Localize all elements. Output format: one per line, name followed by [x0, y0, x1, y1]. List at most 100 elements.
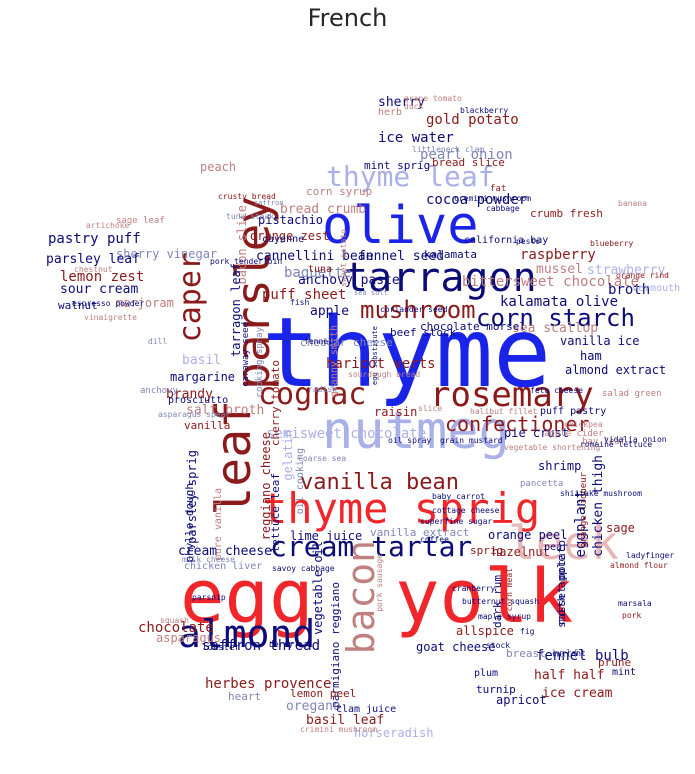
word-cheddar-cheese: cheddar cheese — [300, 336, 393, 349]
word-apple: apple — [310, 304, 350, 319]
word-pie-crust: pie crust — [504, 426, 570, 440]
word-stock: stock — [486, 641, 511, 650]
word-asparagus-spear: asparagus spear — [158, 410, 231, 419]
word-ice-water: ice water — [378, 130, 454, 146]
word-bittersweet-chocolate: bittersweet chocolate — [462, 274, 640, 290]
word-chestnut: chestnut — [74, 265, 113, 274]
word-heart: heart — [228, 690, 262, 703]
word-ham: ham — [580, 349, 602, 363]
word-cream-cheese: cream cheese — [178, 544, 272, 559]
word-pork-sausage: pork sausage — [375, 554, 384, 612]
word-nutmeg: nutmeg — [322, 401, 510, 461]
word-margarine: margarine — [170, 370, 236, 384]
word-saffron-thread: saffron thread — [202, 638, 321, 654]
word-half-half: half half — [534, 668, 605, 683]
word-orange-peel: orange peel — [488, 528, 568, 542]
word-butternut-squash: butternut squash — [462, 597, 540, 606]
word-littleneck-clam: littleneck clam — [412, 145, 485, 154]
word-sweet-potato: sweet potato — [339, 229, 348, 287]
word-thyme-leaf: thyme leaf — [326, 160, 495, 193]
word-sage: sage — [606, 521, 635, 535]
word-almond-extract: almond extract — [565, 363, 667, 377]
word-artichoke: artichoke — [86, 221, 130, 230]
word-crusty-bread: crusty bread — [218, 192, 276, 201]
word-fennel: fennel — [304, 337, 333, 346]
word-almond-flour: almond flour — [610, 561, 668, 570]
word-cocoa-powder: cocoa powder — [426, 192, 528, 208]
word-corn-meal: corn meal — [505, 568, 514, 612]
word-prune: prune — [598, 656, 632, 669]
word-coarse-sea: coarse sea — [298, 454, 347, 463]
word-strawberry: strawberry — [587, 263, 666, 278]
word-crumb-fresh: crumb fresh — [530, 207, 603, 220]
word-superfine-sugar: superfine sugar — [420, 517, 493, 526]
word-chocolate-morsel: chocolate morsel — [420, 320, 526, 333]
word-egg: egg — [180, 554, 314, 640]
word-vanilla-extract: vanilla extract — [370, 526, 470, 539]
word-cream-tartar: cream tartar — [270, 530, 473, 563]
word-pistachio: pistachio — [258, 213, 324, 227]
word-sage-leaf: sage leaf — [116, 216, 165, 226]
word-crimini-mushroom: crimini mushroom — [300, 725, 378, 734]
word-radish: radish — [308, 385, 337, 394]
word-vanilla: vanilla — [184, 419, 231, 432]
word-pesto: pesto — [516, 237, 541, 246]
word-lemon-peel: lemon peel — [290, 687, 357, 700]
word-cayenne: cayenne — [262, 234, 305, 245]
chart-title: French — [307, 4, 388, 32]
word-ice-cream: ice cream — [542, 686, 613, 701]
word-sour-cream: sour cream — [60, 282, 139, 297]
word-sherry: sherry — [378, 95, 425, 110]
word-cognac: cognac — [258, 377, 367, 412]
word-breast-half: breast half — [506, 647, 579, 660]
word-california-bay: california bay — [464, 235, 549, 246]
word-puff-sheet: puff sheet — [262, 287, 347, 303]
word-banana: banana — [618, 199, 647, 208]
word-gelatin: gelatin — [281, 430, 295, 481]
word-kalamata-olive: kalamata olive — [500, 294, 619, 310]
word-sea-salt: sea salt — [354, 289, 388, 297]
word-espresso-powder: espresso powder — [72, 299, 145, 308]
word-squash: squash — [160, 616, 189, 625]
word-vegetable-oil: vegetable oil — [311, 541, 325, 635]
word-duck: duck — [404, 102, 424, 111]
word-mint-sprig: mint sprig — [364, 159, 431, 172]
word-clam-juice: clam juice — [336, 704, 397, 715]
word-lime-juice: lime juice — [290, 529, 363, 543]
word-coriander-seed: coriander seed — [380, 305, 448, 314]
word-blueberry: blueberry — [590, 239, 634, 248]
word-hazelnut: hazelnut — [492, 545, 550, 559]
word-shrimp: shrimp — [538, 459, 582, 473]
word-sprig: sprig — [470, 544, 504, 557]
word-bay-leaf: bay leaf — [582, 437, 626, 447]
word-pork: pork — [622, 611, 642, 620]
word-apple-cider: apple cider — [544, 429, 604, 439]
word-vegetable-shortening: vegetable shortening — [504, 443, 601, 452]
word-gold-potato: gold potato — [426, 112, 519, 128]
word-baby-carrot: baby carrot — [432, 492, 485, 501]
word-basil-leaf: basil leaf — [306, 713, 385, 728]
word-peach: peach — [200, 160, 237, 174]
word-pastry-puff: pastry puff — [48, 231, 141, 247]
word-puff-pastry: puff pastry — [540, 406, 607, 417]
word-fennel-seed: fennel seed — [358, 249, 445, 264]
word-shiitake-mushroom: shiitake mushroom — [560, 489, 642, 498]
word-orange-liqueur: orange liqueur — [579, 472, 589, 548]
word-herbes-provence: herbes provence — [205, 676, 332, 692]
word-tuna: tuna — [308, 264, 333, 275]
word-fish: fish — [290, 298, 310, 307]
word-currant: currant — [552, 649, 586, 658]
word-fennel-bulb: fennel bulb — [536, 648, 629, 664]
word-rosemary: rosemary — [430, 375, 594, 415]
word-corn-starch: corn starch — [476, 304, 635, 332]
word-smith-apple: smith apple — [555, 555, 568, 628]
word-berry: berry — [269, 640, 294, 649]
word-romaine-lettuce: romaine lettuce — [580, 440, 653, 449]
word-cannellini-bean: cannellini bean — [256, 249, 374, 264]
word-cooking-spray: cooking spray — [255, 327, 265, 398]
word-chicken-thigh: chicken thigh — [591, 455, 606, 557]
word-brandy: brandy — [166, 387, 213, 402]
word-horseradish: horseradish — [354, 726, 434, 740]
word-blackberry: blackberry — [460, 106, 509, 115]
